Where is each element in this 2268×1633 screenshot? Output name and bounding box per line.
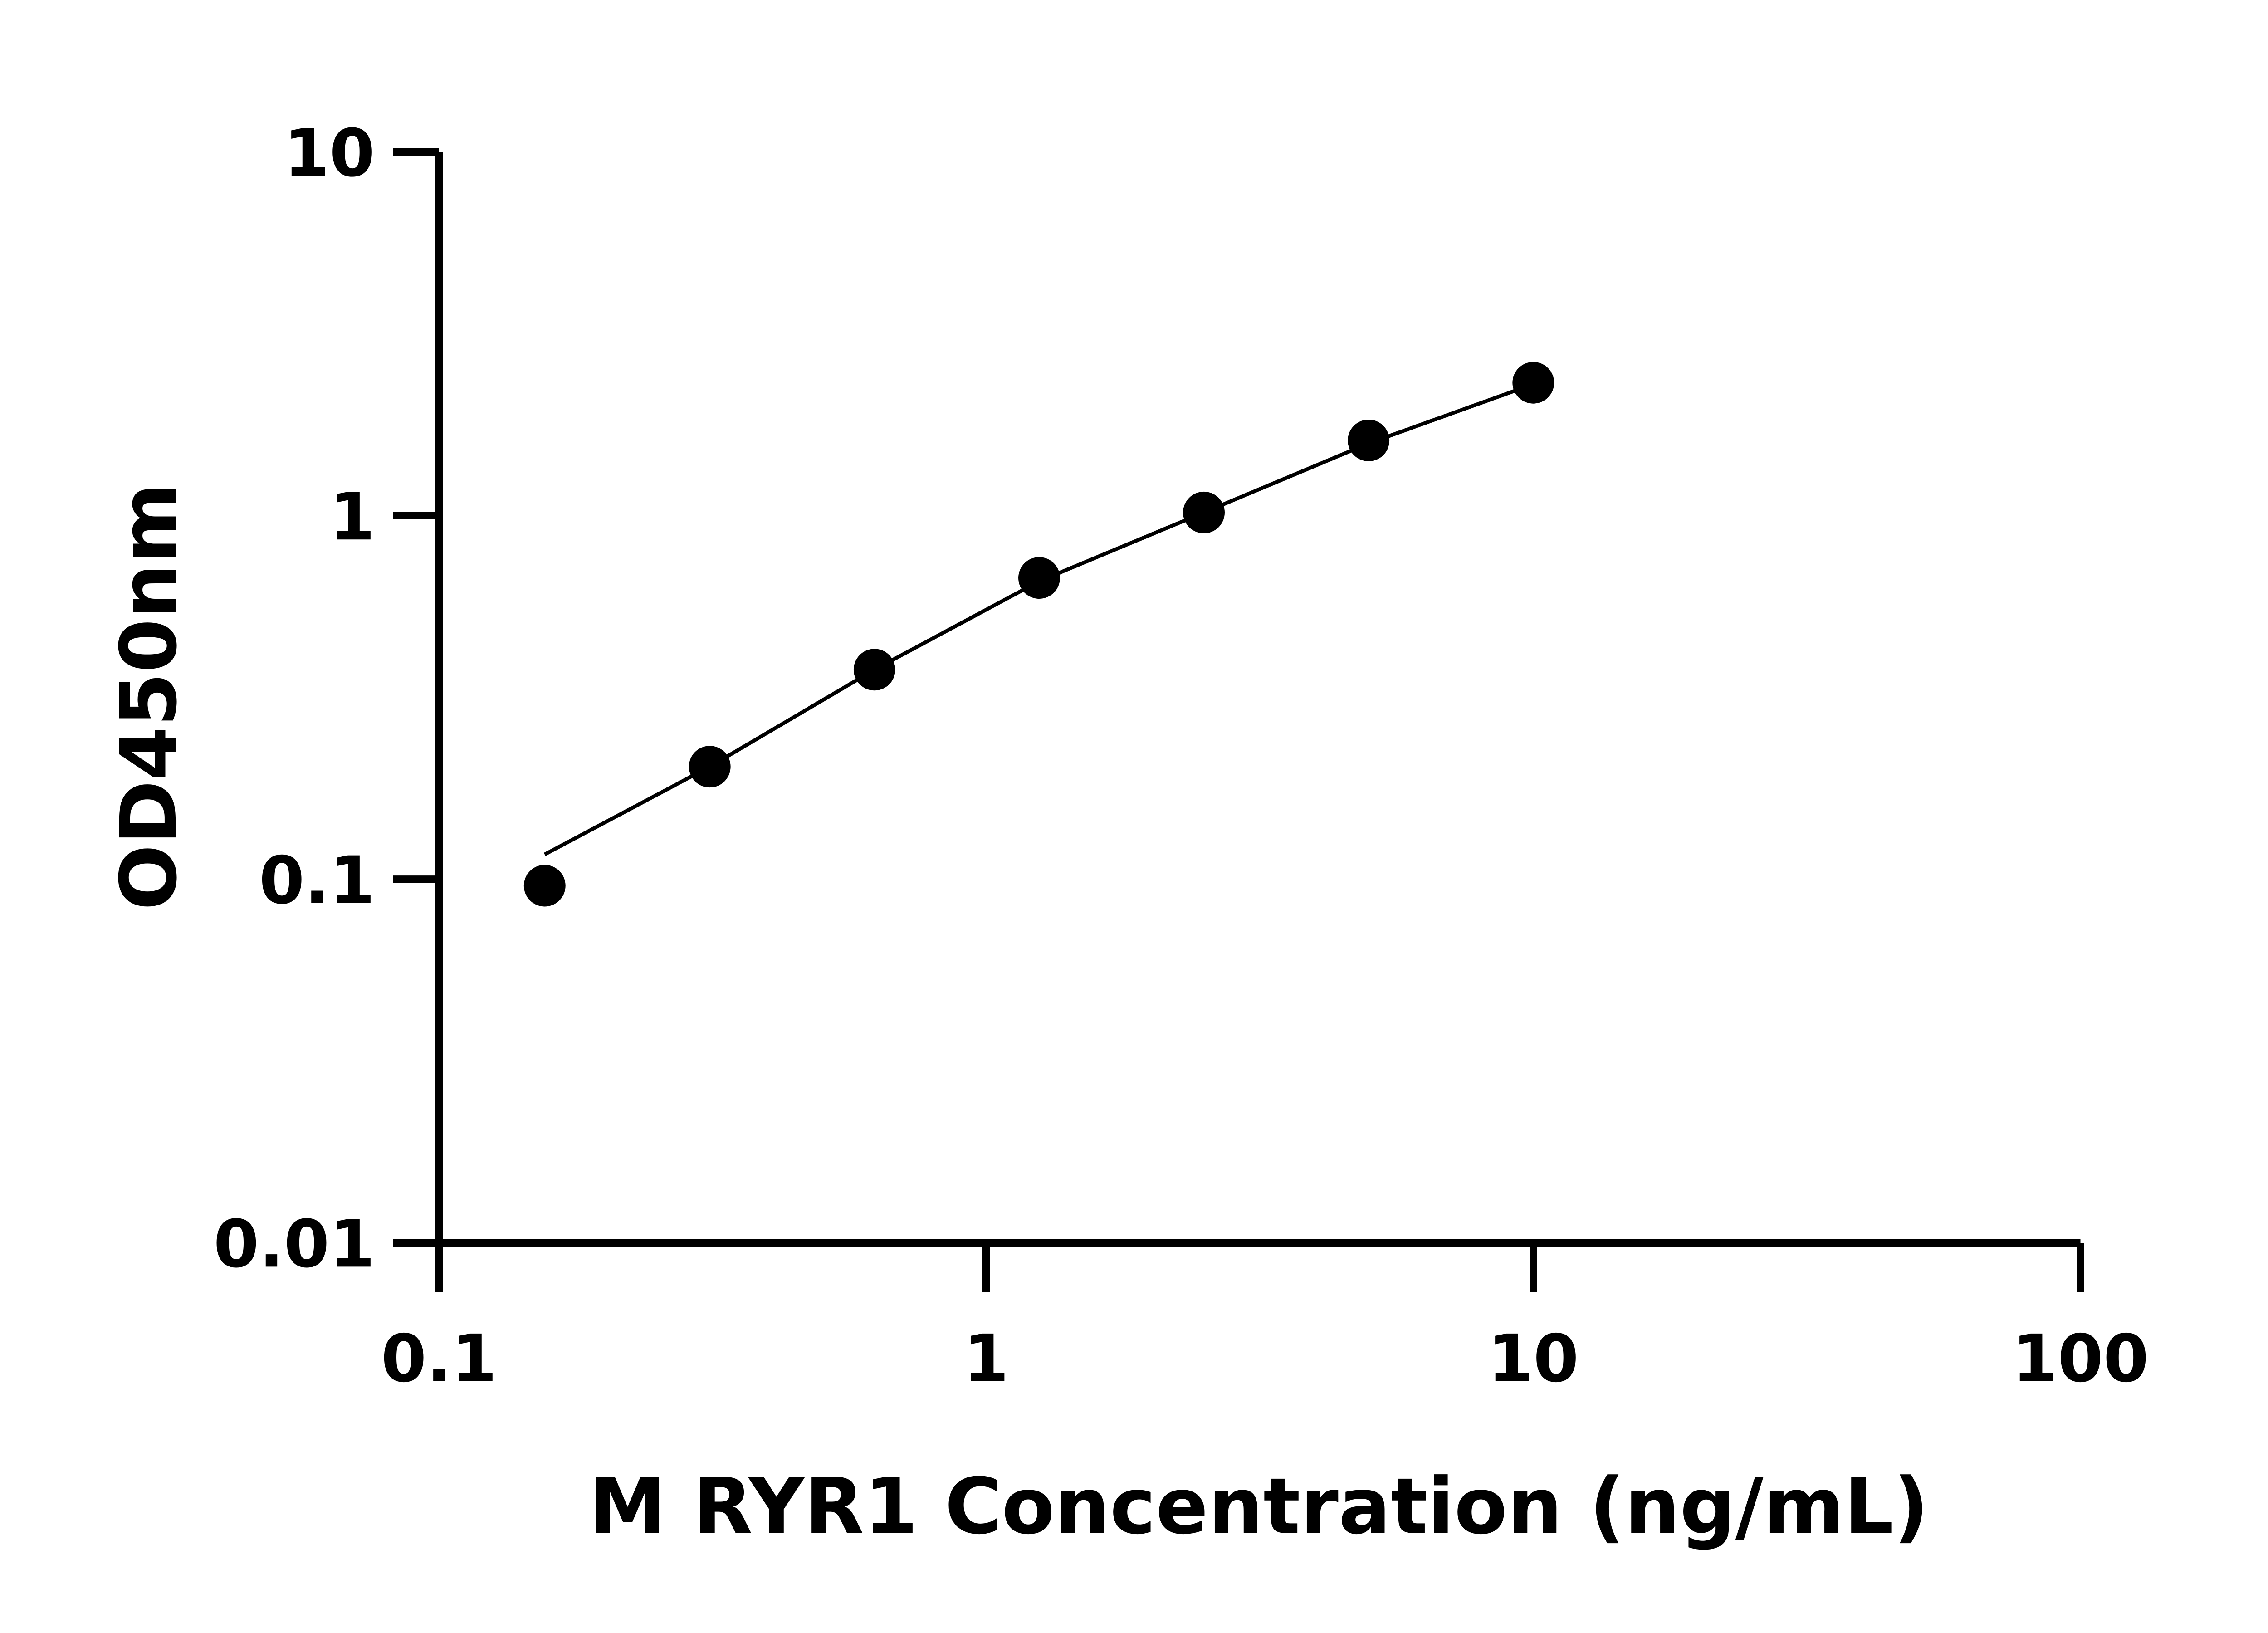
axes xyxy=(393,152,2081,1292)
x-tick-label: 1 xyxy=(963,1321,1009,1397)
y-axis-label: OD450nm xyxy=(104,483,194,910)
data-point xyxy=(689,746,731,788)
y-tick-label: 0.1 xyxy=(259,843,375,919)
data-points xyxy=(523,362,1554,907)
x-tick-label: 10 xyxy=(1488,1321,1579,1397)
data-point xyxy=(1512,362,1554,404)
x-tick-label: 100 xyxy=(2012,1321,2149,1397)
x-axis-label: M RYR1 Concentration (ng/mL) xyxy=(589,1462,1929,1552)
y-tick-label: 10 xyxy=(284,116,375,192)
fit-curve xyxy=(543,382,1534,856)
data-point xyxy=(1018,557,1060,599)
data-point xyxy=(1348,420,1390,461)
y-tick-label: 0.01 xyxy=(214,1206,375,1282)
data-point xyxy=(853,649,895,691)
fit-curve-group xyxy=(543,382,1534,856)
x-tick-label: 0.1 xyxy=(381,1321,497,1397)
data-point xyxy=(1183,491,1225,533)
y-tick-label: 1 xyxy=(329,479,375,555)
data-point xyxy=(523,865,566,907)
